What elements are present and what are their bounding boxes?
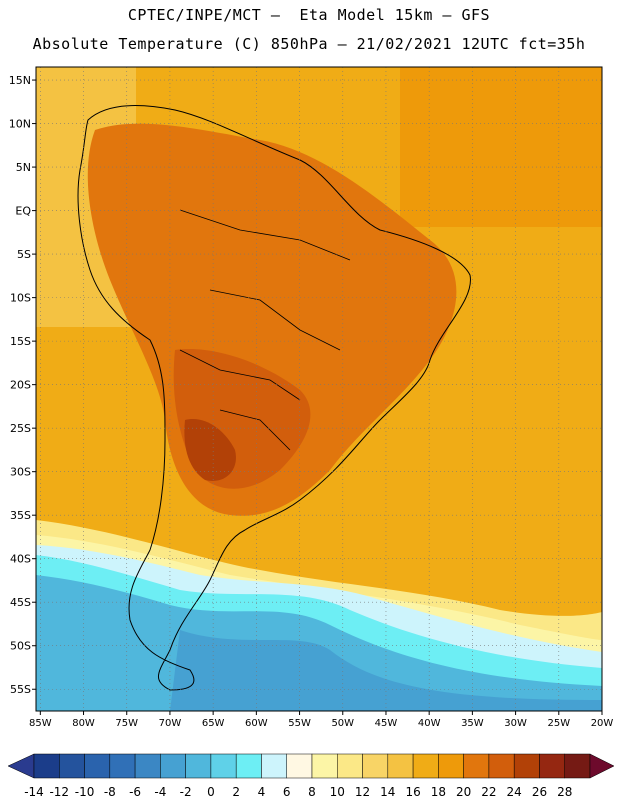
colorbar-label: 16 [405, 785, 420, 799]
colorbar-swatch [261, 753, 287, 779]
colorbar-label: -12 [49, 785, 69, 799]
latitude-label: 5S [17, 248, 31, 261]
colorbar-swatch [185, 753, 212, 779]
latitude-label: 55S [10, 683, 31, 696]
latitude-label: 15N [9, 74, 31, 87]
longitude-label: 80W [72, 718, 95, 729]
longitude-label: 85W [29, 718, 52, 729]
colorbar: -14 -12 -10 -8 -6 -4 -2 0 2 4 6 8 10 12 14 16 18 20 22 24 26… [7, 753, 615, 799]
colorbar-label: -6 [129, 785, 141, 799]
map-gridlines [36, 67, 602, 711]
colorbar-label: 24 [507, 785, 522, 799]
longitude-label: 50W [331, 718, 354, 729]
colorbar-swatch [387, 753, 414, 779]
longitude-label: 60W [245, 718, 268, 729]
longitude-label: 40W [418, 718, 441, 729]
colorbar-swatch [235, 753, 262, 779]
colorbar-label: 22 [481, 785, 496, 799]
colorbar-label: -2 [180, 785, 192, 799]
latitude-label: 35S [10, 509, 31, 522]
colorbar-swatch [564, 753, 591, 779]
map-title-line-2: Absolute Temperature (C) 850hPa – 21/02/… [32, 35, 586, 53]
colorbar-swatch [134, 753, 161, 779]
colorbar-swatch [412, 753, 439, 779]
colorbar-swatch [539, 753, 565, 779]
longitude-label: 35W [461, 718, 484, 729]
longitude-label: 75W [115, 718, 138, 729]
colorbar-left-arrow [7, 753, 35, 779]
map-frame [35, 66, 603, 712]
colorbar-swatch [337, 753, 363, 779]
coastline [77, 105, 471, 691]
latitude-label: 45S [10, 596, 31, 609]
longitude-label: 20W [591, 718, 614, 729]
latitude-label: 40S [10, 553, 31, 566]
colorbar-swatch [513, 753, 540, 779]
longitude-label: 45W [375, 718, 398, 729]
colorbar-swatch [84, 753, 111, 779]
colorbar-label: 6 [283, 785, 291, 799]
colorbar-label: 2 [232, 785, 240, 799]
colorbar-label: -8 [104, 785, 116, 799]
latitude-label: EQ [15, 205, 31, 218]
map-axis-ticks: 15N 10N 5N EQ 5S 10S 15S 20S 25S 30S 35S 40S 45S 50S 5… [9, 74, 614, 729]
colorbar-label: 14 [380, 785, 395, 799]
colorbar-swatch [286, 753, 313, 779]
colorbar-swatch [463, 753, 490, 779]
latitude-label: 10N [9, 118, 31, 131]
longitude-label: 65W [202, 718, 225, 729]
colorbar-label: 26 [532, 785, 547, 799]
longitude-label: 55W [288, 718, 311, 729]
colorbar-right-arrow [589, 753, 615, 779]
colorbar-swatch [210, 753, 237, 779]
temperature-field [36, 67, 602, 711]
colorbar-swatch [33, 753, 60, 779]
colorbar-label: 0 [207, 785, 215, 799]
colorbar-label: 10 [330, 785, 345, 799]
longitude-label: 25W [547, 718, 570, 729]
colorbar-swatch [160, 753, 186, 779]
longitude-label: 30W [504, 718, 527, 729]
colorbar-label: 8 [308, 785, 316, 799]
colorbar-label: -14 [24, 785, 44, 799]
latitude-label: 50S [10, 640, 31, 653]
colorbar-label: 18 [431, 785, 446, 799]
latitude-label: 15S [10, 335, 31, 348]
colorbar-label: -4 [154, 785, 166, 799]
colorbar-swatch [311, 753, 338, 779]
longitude-label: 70W [159, 718, 182, 729]
colorbar-label: 28 [557, 785, 572, 799]
latitude-label: 30S [10, 466, 31, 479]
colorbar-swatch [488, 753, 515, 779]
colorbar-label: 4 [258, 785, 266, 799]
colorbar-label: 12 [355, 785, 370, 799]
colorbar-swatch [59, 753, 85, 779]
colorbar-label: -10 [75, 785, 95, 799]
map-title-line-1: CPTEC/INPE/MCT – Eta Model 15km – GFS [127, 6, 491, 24]
colorbar-swatch [109, 753, 136, 779]
latitude-label: 5N [16, 161, 31, 174]
temperature-map: 15N 10N 5N EQ 5S 10S 15S 20S 25S 30S 35S 40S 45S 50S 5… [9, 66, 614, 729]
latitude-label: 10S [10, 292, 31, 305]
colorbar-label: 20 [456, 785, 471, 799]
latitude-label: 20S [10, 379, 31, 392]
colorbar-swatch [438, 753, 464, 779]
colorbar-swatch [362, 753, 389, 779]
latitude-label: 25S [10, 422, 31, 435]
